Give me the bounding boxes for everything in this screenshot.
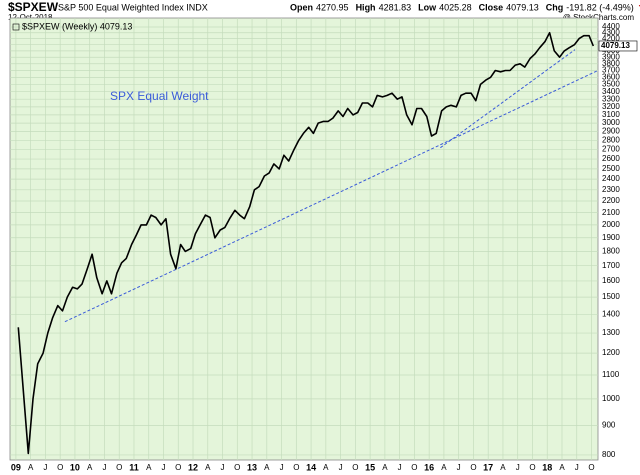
y-tick-label: 1700 [602, 261, 620, 270]
y-tick-label: 3700 [602, 66, 620, 75]
x-tick-label: O [588, 463, 594, 472]
x-tick-label: A [28, 463, 34, 472]
x-tick-label: A [87, 463, 93, 472]
y-tick-label: 4300 [602, 28, 620, 37]
x-tick-label: 16 [424, 462, 434, 472]
y-tick-label: 3200 [602, 102, 620, 111]
x-tick-label: 17 [483, 462, 493, 472]
x-tick-label: 13 [247, 462, 257, 472]
x-tick-label: O [470, 463, 476, 472]
y-tick-label: 2500 [602, 164, 620, 173]
x-tick-label: J [575, 463, 579, 472]
x-tick-label: A [146, 463, 152, 472]
y-tick-label: 1100 [602, 370, 620, 379]
x-tick-label: J [398, 463, 402, 472]
x-tick-label: J [280, 463, 284, 472]
x-tick-label: 18 [542, 462, 552, 472]
quote-value: 4025.28 [439, 2, 472, 12]
y-tick-label: 3000 [602, 118, 620, 127]
y-tick-label: 1300 [602, 328, 620, 337]
y-tick-label: 2600 [602, 154, 620, 163]
legend-icon [12, 23, 20, 31]
y-tick-label: 1400 [602, 310, 620, 319]
x-tick-label: 11 [129, 462, 139, 472]
x-tick-label: O [352, 463, 358, 472]
trendline [440, 49, 576, 149]
x-tick-label: 12 [188, 462, 198, 472]
x-tick-label: A [205, 463, 211, 472]
y-tick-label: 2800 [602, 136, 620, 145]
quote-label: Close [479, 2, 504, 12]
y-tick-label: 4200 [602, 34, 620, 43]
quote-label: Open [290, 2, 313, 12]
y-tick-label: 2700 [602, 145, 620, 154]
quote-label: High [356, 2, 376, 12]
x-tick-label: O [175, 463, 181, 472]
y-tick-label: 2000 [602, 220, 620, 229]
y-tick-label: 2100 [602, 208, 620, 217]
x-tick-label: J [221, 463, 225, 472]
quote-value: 4281.83 [379, 2, 412, 12]
chart-title: $SPXEW [8, 0, 59, 14]
y-tick-label: 1000 [602, 394, 620, 403]
y-tick-label: 2300 [602, 185, 620, 194]
x-tick-label: A [382, 463, 388, 472]
y-tick-label: 3400 [602, 87, 620, 96]
y-tick-label: 2900 [602, 127, 620, 136]
y-tick-label: 3100 [602, 110, 620, 119]
y-tick-label: 1600 [602, 276, 620, 285]
y-tick-label: 2400 [602, 174, 620, 183]
x-tick-label: 09 [11, 462, 21, 472]
x-tick-label: O [57, 463, 63, 472]
quote: Open 4270.95 High 4281.83 Low 4025.28 Close 407… [290, 2, 634, 12]
price-tag-box [598, 40, 638, 52]
legend-entry: $SPXEW (Weekly) 4079.13 [22, 21, 132, 31]
y-tick-label: 1800 [602, 246, 620, 255]
source: @ StockCharts.com [563, 13, 635, 22]
x-tick-label: A [264, 463, 270, 472]
y-tick-label: 1900 [602, 233, 620, 242]
price-tag: 4079.13 [601, 41, 630, 50]
quote-value: 4079.13 [506, 2, 539, 12]
quote-label: Low [418, 2, 437, 12]
x-tick-label: O [234, 463, 240, 472]
x-tick-label: O [116, 463, 122, 472]
x-tick-label: 10 [70, 462, 80, 472]
x-tick-label: J [43, 463, 47, 472]
y-tick-label: 4400 [602, 22, 620, 31]
x-tick-label: A [559, 463, 565, 472]
x-tick-label: A [441, 463, 447, 472]
y-tick-label: 3900 [602, 52, 620, 61]
y-tick-label: 900 [602, 420, 616, 429]
y-tick-label: 3600 [602, 72, 620, 81]
y-tick-label: 3800 [602, 59, 620, 68]
x-tick-label: O [529, 463, 535, 472]
x-tick-label: A [323, 463, 329, 472]
chart-subtitle: S&P 500 Equal Weighted Index INDX [58, 2, 208, 12]
x-tick-label: O [411, 463, 417, 472]
quote-label: Chg [546, 2, 564, 12]
quote-value: -191.82 (-4.49%) [566, 2, 634, 12]
annotation: SPX Equal Weight [110, 89, 209, 103]
y-tick-label: 1200 [602, 348, 620, 357]
x-tick-label: A [500, 463, 506, 472]
quote-value: 4270.95 [316, 2, 349, 12]
x-tick-label: O [293, 463, 299, 472]
y-tick-label: 2200 [602, 196, 620, 205]
y-tick-label: 3500 [602, 80, 620, 89]
price-line [17, 31, 595, 455]
x-tick-label: J [516, 463, 520, 472]
x-tick-label: 14 [306, 462, 316, 472]
x-tick-label: 15 [365, 462, 375, 472]
y-tick-label: 3300 [602, 94, 620, 103]
x-tick-label: J [102, 463, 106, 472]
x-tick-label: J [339, 463, 343, 472]
trendline [64, 70, 599, 323]
y-tick-label: 800 [602, 450, 616, 459]
y-tick-label: 1500 [602, 292, 620, 301]
x-tick-label: J [457, 463, 461, 472]
x-tick-label: J [161, 463, 165, 472]
